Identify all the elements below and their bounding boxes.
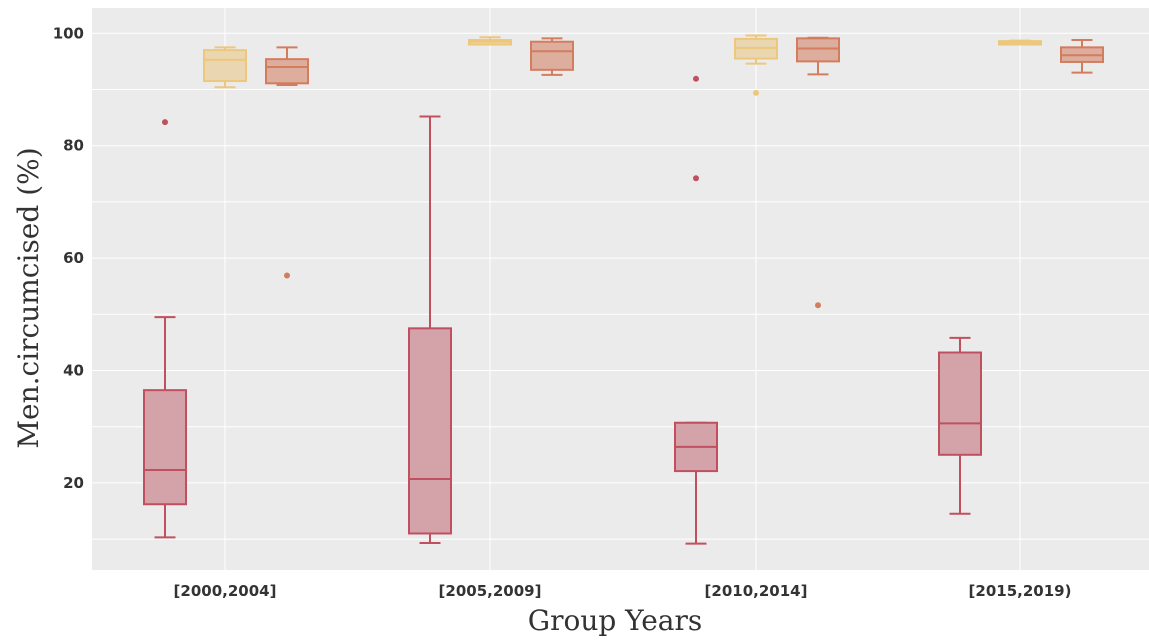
- box-2-1: [203, 46, 247, 89]
- boxes: [143, 34, 1104, 545]
- plot-area: [92, 8, 1149, 570]
- y-tick-label: 20: [63, 474, 84, 492]
- y-tick-label: 60: [63, 249, 84, 267]
- iqr-box: [938, 351, 982, 456]
- x-tick-label: [2015,2019): [969, 582, 1072, 600]
- iqr-box: [143, 389, 187, 506]
- iqr-box: [408, 327, 452, 535]
- box-2-3: [734, 34, 778, 96]
- x-tick-label: [2010,2014]: [705, 582, 808, 600]
- y-tick-label: 40: [63, 361, 84, 379]
- iqr-box: [203, 49, 247, 83]
- box-3-1: [265, 46, 309, 279]
- outlier-point: [693, 175, 699, 182]
- box-3-2: [530, 37, 574, 76]
- box-1-1: [143, 119, 187, 539]
- box-1-4: [938, 336, 982, 515]
- box-2-2: [468, 36, 512, 46]
- outlier-point: [815, 302, 821, 309]
- x-tick-label: [2000,2004]: [174, 582, 277, 600]
- y-tick-label: 100: [53, 24, 84, 42]
- box-3-4: [1060, 39, 1104, 74]
- x-axis-ticks: [2000,2004] [2005,2009] [2010,2014] [2015,2…: [174, 582, 1072, 600]
- outlier-point: [753, 89, 759, 96]
- y-tick-label: 80: [63, 137, 84, 155]
- box-1-3: [674, 75, 718, 545]
- y-axis-title: Men.circumcised (%): [12, 147, 45, 448]
- outlier-point: [284, 272, 290, 279]
- x-axis-title: Group Years: [528, 604, 703, 637]
- iqr-box: [530, 40, 574, 71]
- outlier-point: [162, 119, 168, 126]
- iqr-box: [265, 58, 309, 85]
- box-3-3: [796, 36, 840, 309]
- box-1-2: [408, 115, 452, 545]
- box-2-4: [998, 39, 1042, 46]
- x-tick-label: [2005,2009]: [439, 582, 542, 600]
- iqr-box: [796, 37, 840, 63]
- y-axis-ticks: 20 40 60 80 100: [53, 24, 84, 492]
- gridlines: [92, 8, 1149, 570]
- outlier-point: [693, 75, 699, 82]
